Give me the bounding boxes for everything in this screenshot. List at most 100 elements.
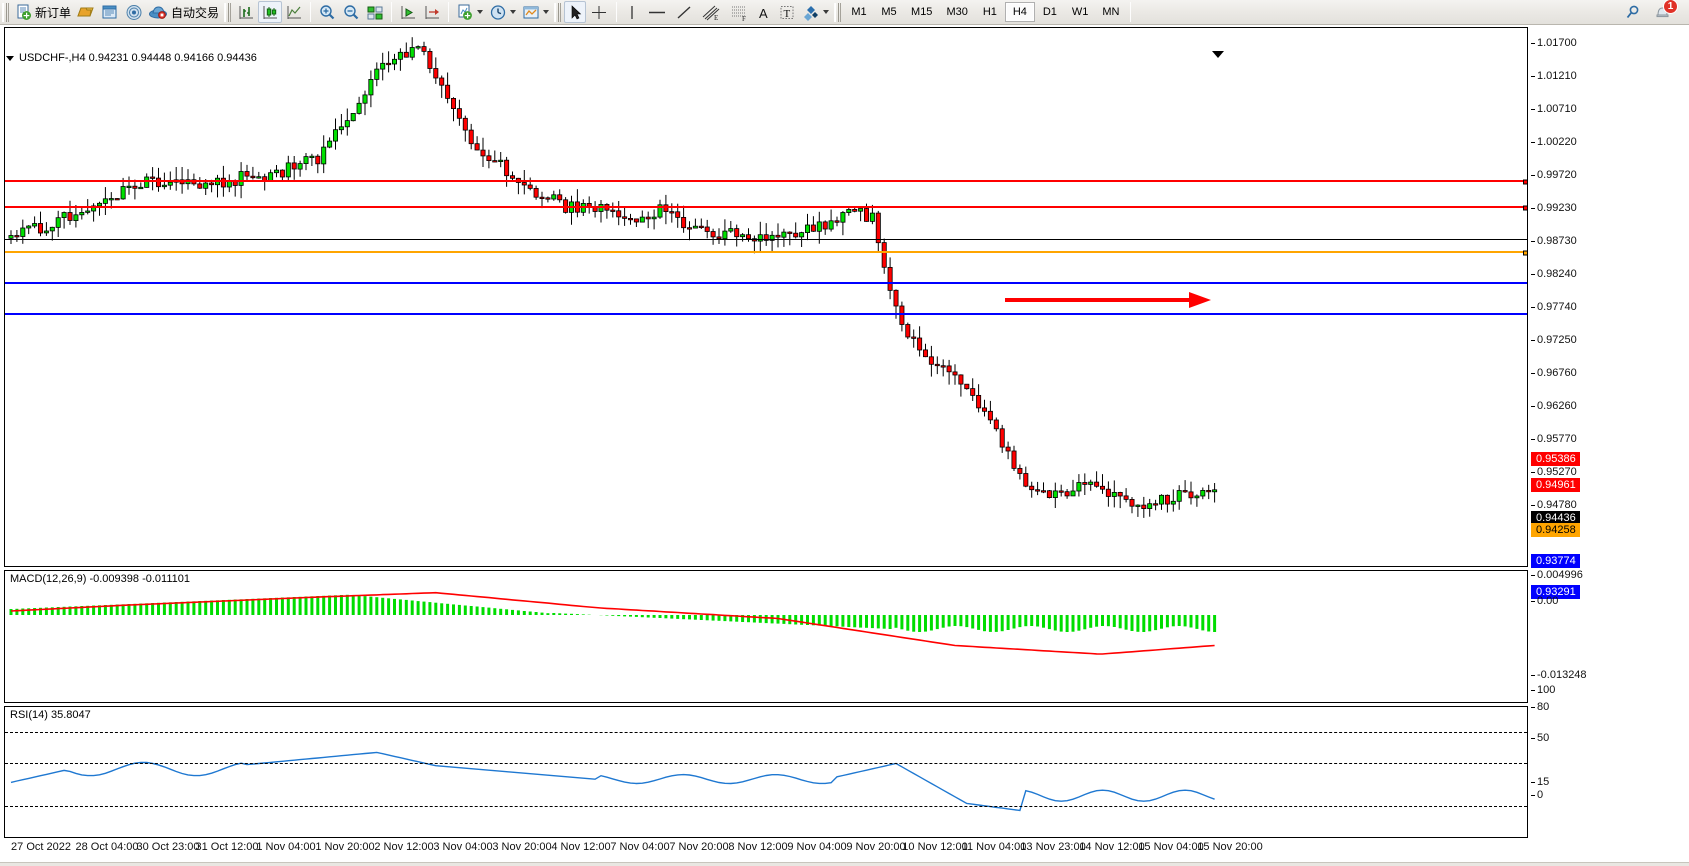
shapes-dropdown-caret[interactable]	[823, 10, 830, 14]
toolbar-grip-2[interactable]	[224, 2, 232, 22]
window-icon	[102, 5, 117, 19]
line-chart-button[interactable]	[282, 1, 306, 23]
rsi-indicator-panel[interactable]: RSI(14) 35.8047	[4, 706, 1528, 838]
level-line-resistance-1[interactable]	[5, 179, 1527, 185]
shapes-button[interactable]	[799, 1, 832, 23]
vertical-line-button[interactable]	[621, 1, 643, 23]
price-axis[interactable]: 1.01700 1.01210 1.00710 1.00220 0.99720 …	[1530, 25, 1689, 866]
level-handle-entry[interactable]	[1523, 250, 1527, 256]
arrow-annotation[interactable]	[1003, 289, 1213, 311]
macd-canvas: MACD(12,26,9) -0.009398 -0.011101	[5, 571, 1527, 702]
notification-button[interactable]: 1	[1651, 0, 1678, 23]
macd-indicator-panel[interactable]: MACD(12,26,9) -0.009398 -0.011101	[4, 570, 1528, 703]
time-axis[interactable]: 27 Oct 2022 28 Oct 04:00 30 Oct 23:00 31…	[4, 839, 1528, 866]
candlestick-chart-icon	[263, 5, 278, 19]
toolbar-separator-4	[616, 2, 618, 22]
time-tick: 9 Nov 20:00	[846, 841, 906, 853]
indicators-dropdown-caret[interactable]	[477, 10, 484, 14]
crosshair-icon	[592, 5, 607, 19]
level-line-target-1[interactable]	[5, 282, 1527, 284]
timeframe-m15[interactable]: M15	[911, 6, 933, 18]
autotrade-label: 自动交易	[171, 5, 220, 20]
price-tick: 1.00710	[1531, 103, 1577, 115]
rsi-tick: 100	[1530, 684, 1556, 696]
level-line-resistance-2[interactable]	[5, 205, 1527, 211]
candlestick-chart-button[interactable]	[258, 1, 283, 23]
symbol-header[interactable]: USDCHF-,H4 0.94231 0.94448 0.94166 0.944…	[6, 52, 257, 64]
new-order-button[interactable]: 新订单	[12, 1, 74, 23]
timeframe-h1[interactable]: H1	[982, 6, 997, 18]
price-label-resistance-2[interactable]: 0.94961	[1531, 478, 1580, 492]
auto-scroll-button[interactable]	[396, 1, 420, 23]
text-label-button[interactable]: T	[775, 1, 799, 23]
price-tick: 0.97250	[1531, 334, 1577, 346]
timeframe-m1[interactable]: M1	[851, 6, 867, 18]
trendline-button[interactable]	[671, 1, 697, 23]
bar-chart-button[interactable]	[234, 1, 258, 23]
fibonacci-button[interactable]: F	[725, 1, 753, 23]
hat-icon	[149, 5, 168, 19]
period-dropdown-caret[interactable]	[510, 10, 517, 14]
templates-button[interactable]	[519, 1, 552, 23]
chart-shift-button[interactable]	[420, 1, 444, 23]
price-label-target-1[interactable]: 0.93774	[1531, 554, 1580, 568]
svg-text:A: A	[759, 6, 768, 21]
time-tick: 9 Nov 04:00	[787, 841, 847, 853]
timeframe-mn[interactable]: MN	[1102, 6, 1120, 18]
toolbar-grip[interactable]	[2, 2, 9, 22]
time-tick: 1 Nov 04:00	[256, 841, 316, 853]
terminal-button[interactable]	[74, 1, 98, 23]
price-label-resistance-1[interactable]: 0.95386	[1531, 452, 1580, 466]
toolbar-separator-2	[391, 2, 393, 22]
cursor-button[interactable]	[564, 1, 587, 23]
toolbar-grip-3[interactable]	[554, 2, 562, 22]
rsi-tick: 0	[1530, 789, 1544, 801]
navigator-button[interactable]	[122, 1, 146, 23]
status-bar	[0, 862, 1689, 866]
price-tick: 0.98240	[1531, 268, 1577, 280]
price-label-entry[interactable]: 0.94258	[1531, 523, 1580, 537]
crosshair-button[interactable]	[586, 1, 612, 23]
search-button[interactable]	[1621, 1, 1645, 23]
rsi-tick: 80	[1530, 701, 1550, 713]
main-toolbar: 新订单	[0, 0, 1689, 25]
price-chart-panel[interactable]	[4, 27, 1528, 567]
zoom-out-button[interactable]	[339, 1, 363, 23]
level-line-entry[interactable]	[5, 250, 1527, 256]
auto-scroll-icon	[401, 5, 416, 19]
chevron-down-icon[interactable]	[6, 55, 14, 61]
equidistant-channel-button[interactable]: E	[697, 1, 725, 23]
level-handle-resistance-1[interactable]	[1523, 179, 1527, 185]
autotrade-button[interactable]: 自动交易	[146, 1, 222, 23]
price-tick: 0.95770	[1531, 433, 1577, 445]
price-chart-canvas[interactable]	[5, 28, 1527, 566]
indicators-button[interactable]	[453, 1, 486, 23]
timeframe-m5[interactable]: M5	[881, 6, 897, 18]
template-icon	[523, 6, 539, 18]
tile-windows-icon	[367, 6, 383, 19]
timeframe-w1[interactable]: W1	[1071, 6, 1089, 18]
toolbar-grip-4[interactable]	[834, 2, 842, 22]
price-label-current: 0.94436	[1531, 511, 1580, 525]
toolbar-separator-5	[1130, 2, 1132, 22]
period-button[interactable]	[486, 1, 519, 23]
horizontal-line-button[interactable]	[643, 1, 671, 23]
rsi-canvas: RSI(14) 35.8047	[5, 707, 1527, 837]
text-button[interactable]: A	[753, 1, 775, 23]
macd-tick: 0.004996	[1531, 569, 1583, 581]
data-window-button[interactable]	[98, 1, 122, 23]
price-label-target-2[interactable]: 0.93291	[1531, 585, 1580, 599]
timeframe-m30[interactable]: M30	[946, 6, 968, 18]
tile-windows-button[interactable]	[363, 1, 387, 23]
level-handle-resistance-2[interactable]	[1523, 205, 1527, 211]
timeframe-d1[interactable]: D1	[1042, 6, 1057, 18]
rsi-tick: 50	[1530, 732, 1550, 744]
zoom-in-button[interactable]	[315, 1, 339, 23]
timeframe-h4[interactable]: H4	[1004, 2, 1035, 22]
price-tick: 1.01700	[1531, 37, 1577, 49]
level-line-target-2[interactable]	[5, 313, 1527, 315]
macd-tick: 0.00	[1530, 595, 1559, 607]
templates-dropdown-caret[interactable]	[543, 10, 550, 14]
chart-workspace[interactable]: MACD(12,26,9) -0.009398 -0.011101 RSI(14…	[0, 25, 1689, 866]
